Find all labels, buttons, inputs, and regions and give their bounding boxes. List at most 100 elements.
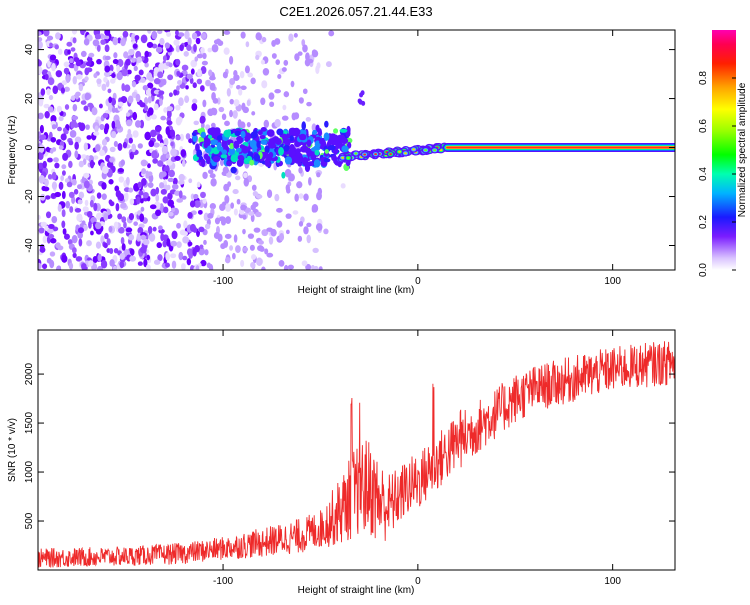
spectrogram-noise-blob bbox=[164, 42, 171, 49]
spectrogram-trail-blob bbox=[201, 158, 206, 168]
spectrogram-noise-blob bbox=[242, 247, 249, 252]
spectrogram-noise-blob bbox=[86, 135, 92, 140]
spectrogram-noise-blob bbox=[266, 252, 274, 258]
spectrogram-noise-blob bbox=[181, 64, 189, 71]
spectrogram-noise-blob bbox=[191, 32, 198, 40]
spectrogram-noise-blob bbox=[63, 86, 70, 92]
spectrogram-noise-blob bbox=[50, 114, 57, 123]
spectrogram-noise-blob bbox=[165, 126, 170, 136]
spectrogram-noise-blob bbox=[194, 200, 201, 208]
snr-y-tick-label: 1500 bbox=[24, 412, 35, 435]
spectrogram-trail-blob bbox=[243, 157, 249, 165]
spectrogram-noise-blob bbox=[278, 260, 285, 267]
spectrogram-noise-blob bbox=[139, 102, 146, 108]
spectrogram-trail-blob bbox=[291, 155, 300, 160]
spectrogram-trail-blob bbox=[339, 128, 348, 133]
spectrogram-noise-blob bbox=[316, 62, 321, 70]
spectrogram-trail-blob bbox=[287, 148, 296, 157]
spectrogram-noise-blob bbox=[141, 177, 147, 186]
spectrogram-trail-blob bbox=[216, 135, 223, 141]
spectrogram-trail-core bbox=[424, 149, 428, 152]
spectrogram-noise-blob bbox=[182, 255, 188, 261]
spectrogram-noise-blob bbox=[47, 77, 55, 86]
snr-y-axis: 500 1000 1500 2000 bbox=[24, 363, 675, 529]
spectrogram-noise-blob bbox=[78, 191, 85, 199]
spectrogram-noise-blob bbox=[104, 55, 111, 61]
spectrogram-noise-blob bbox=[61, 254, 68, 263]
spectrogram-noise-blob bbox=[195, 265, 200, 270]
spectrogram-noise-blob bbox=[100, 39, 106, 45]
spectrogram-noise-blob bbox=[315, 223, 323, 231]
spectrogram-noise-blob bbox=[42, 160, 47, 169]
spectrogram-trail-blob bbox=[237, 160, 243, 166]
spectrogram-noise-blob bbox=[61, 220, 66, 229]
spectrogram-noise-blob bbox=[170, 253, 177, 259]
spectrogram-noise-blob bbox=[112, 59, 119, 65]
spectrogram-noise-blob bbox=[63, 61, 70, 68]
spectrogram-noise-blob bbox=[224, 203, 232, 212]
spectrogram-noise-blob bbox=[111, 72, 116, 78]
spectrogram-noise-blob bbox=[151, 150, 158, 159]
spectrogram-noise-blob bbox=[46, 88, 51, 96]
spectrogram-noise-blob bbox=[120, 96, 128, 104]
spectrogram-noise-blob bbox=[261, 266, 266, 270]
spectrogram-noise-blob bbox=[145, 87, 152, 97]
spectrogram-noise-blob bbox=[39, 244, 45, 249]
spectrogram-noise-blob bbox=[138, 69, 144, 76]
spectrogram-noise-blob bbox=[182, 236, 190, 244]
spectrogram-trail-blob bbox=[278, 147, 284, 156]
spectrogram-noise-blob bbox=[246, 122, 251, 128]
spectrogram-noise-blob bbox=[224, 233, 232, 239]
spectrogram-noise-blob bbox=[165, 252, 171, 261]
spectrogram-noise-blob bbox=[49, 42, 53, 48]
spectrogram-noise-blob bbox=[283, 59, 289, 66]
spectrogram-noise-blob bbox=[148, 233, 156, 242]
colorbar-tick-label: 0.0 bbox=[698, 263, 709, 277]
spectrogram-y-label: Frequency (Hz) bbox=[7, 116, 18, 185]
spectrogram-noise-blob bbox=[128, 212, 135, 221]
spectrogram-noise-blob bbox=[209, 203, 217, 210]
spectrogram-noise-blob bbox=[236, 85, 241, 90]
spectrogram-noise-blob bbox=[95, 241, 102, 249]
spectrogram-noise-blob bbox=[229, 245, 234, 251]
spectrogram-noise-blob bbox=[303, 226, 309, 235]
spectrogram-noise-blob bbox=[109, 248, 114, 255]
spectrogram-noise-blob bbox=[92, 155, 99, 160]
spectrogram-noise-blob bbox=[303, 193, 309, 201]
spectrogram-noise-blob bbox=[285, 213, 292, 219]
spectrogram-noise-blob bbox=[111, 106, 116, 113]
spectrogram-noise-blob bbox=[193, 193, 199, 200]
spectrogram-noise-blob bbox=[125, 119, 133, 127]
spectrogram-noise-blob bbox=[187, 212, 193, 219]
spectrogram-noise-blob bbox=[132, 130, 139, 138]
spectrogram-noise-blob bbox=[128, 48, 135, 56]
spectrogram-noise-blob bbox=[161, 78, 167, 86]
spectrogram-noise-blob bbox=[119, 252, 126, 260]
spectrogram-noise-blob bbox=[229, 98, 235, 105]
spectrogram-noise-blob bbox=[153, 78, 161, 85]
spectrogram-noise-blob bbox=[71, 247, 77, 254]
spectrogram-noise-blob bbox=[168, 92, 173, 98]
spectrogram-trail-core bbox=[363, 153, 367, 156]
spectrogram-noise-blob bbox=[93, 72, 98, 79]
spectrogram-noise-blob bbox=[44, 111, 50, 119]
spectrogram-noise-blob bbox=[223, 30, 231, 35]
spectrogram-noise-blob bbox=[45, 211, 52, 219]
spectrogram-noise-blob bbox=[68, 191, 75, 199]
spectrogram-noise-blob bbox=[192, 98, 198, 104]
spectrogram-noise-blob bbox=[38, 37, 43, 42]
spectrogram-panel: -100 0 100 -40 -20 0 20 40 Height of straight … bbox=[7, 29, 676, 296]
spectrogram-noise-blob bbox=[192, 82, 197, 89]
snr-x-label: Height of straight line (km) bbox=[298, 585, 415, 596]
spectrogram-noise-blob bbox=[255, 54, 260, 61]
spectrogram-noise-blob bbox=[218, 106, 225, 113]
snr-series-line bbox=[38, 341, 675, 568]
spectrogram-noise-blob bbox=[155, 209, 162, 217]
spectrogram-noise-blob bbox=[147, 107, 154, 116]
spectrogram-noise-blob bbox=[157, 160, 164, 167]
spectrogram-noise-blob bbox=[38, 112, 44, 120]
spectrogram-noise-blob bbox=[153, 66, 160, 73]
page-title: C2E1.2026.057.21.44.E33 bbox=[279, 4, 432, 19]
spectrogram-noise-blob bbox=[114, 185, 120, 192]
